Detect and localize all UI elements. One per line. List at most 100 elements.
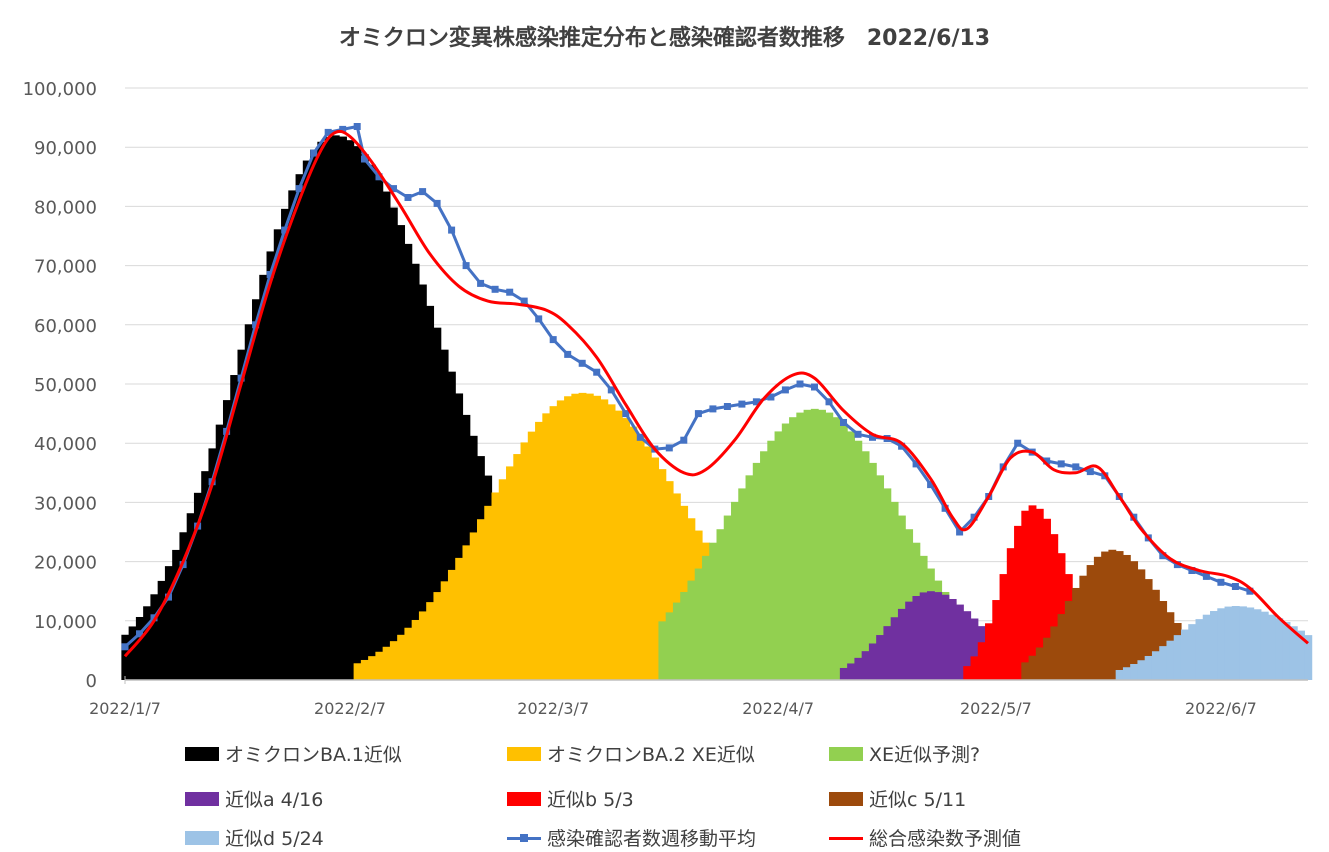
distribution-bar [687, 580, 696, 680]
distribution-bar [353, 663, 362, 680]
series-point [491, 285, 499, 293]
distribution-bar [926, 591, 935, 680]
distribution-bars [121, 135, 1313, 681]
y-tick-label: 70,000 [34, 257, 97, 278]
distribution-bar [1173, 635, 1182, 680]
series-point [535, 315, 543, 323]
series-point [361, 155, 368, 163]
distribution-bar [382, 191, 391, 681]
distribution-bar [433, 592, 442, 680]
series-point [912, 460, 920, 468]
distribution-bar [883, 488, 892, 680]
distribution-bar [288, 190, 297, 680]
tick-labels: 0 10,000 20,000 30,000 40,000 50,000 60,000 70,… [23, 79, 1257, 718]
series-point [433, 199, 441, 207]
x-tick-label: 2022/2/7 [314, 699, 386, 718]
distribution-bar [847, 431, 855, 680]
distribution-bar [963, 611, 972, 680]
distribution-bar [564, 396, 572, 680]
distribution-bar [317, 141, 326, 680]
distribution-bar [281, 208, 289, 681]
series-point [607, 386, 615, 394]
distribution-bar [360, 659, 369, 680]
distribution-bar [193, 492, 202, 680]
distribution-bar [506, 466, 514, 680]
distribution-bar [1050, 534, 1059, 680]
distribution-bar [956, 604, 964, 680]
distribution-bar [447, 569, 456, 680]
series-point [1246, 587, 1254, 595]
distribution-bar [810, 408, 819, 680]
distribution-bar [1180, 629, 1189, 680]
series-point [665, 444, 673, 452]
series-line [123, 129, 1309, 658]
series-point [811, 383, 818, 391]
distribution-bar [1239, 606, 1247, 680]
series-point [419, 188, 427, 196]
distribution-bar [527, 431, 536, 680]
series-point [310, 149, 318, 157]
series-point [840, 419, 847, 426]
distribution-bar [1217, 608, 1226, 680]
series-point [622, 410, 630, 418]
series-point [448, 226, 456, 234]
series-lines [121, 123, 1309, 658]
distribution-bar [1079, 575, 1088, 680]
distribution-bar [259, 274, 268, 680]
series-point [520, 297, 528, 305]
y-tick-label: 30,000 [34, 493, 97, 514]
y-tick-label: 90,000 [34, 138, 97, 159]
distribution-bar [658, 621, 667, 680]
distribution-bar [368, 656, 376, 680]
series-point [593, 368, 601, 376]
series-point [1217, 578, 1225, 586]
distribution-bar [861, 451, 870, 680]
distribution-bar [839, 667, 848, 680]
distribution-bar [520, 442, 529, 680]
distribution-bar [1043, 518, 1051, 680]
distribution-bar [1130, 561, 1139, 680]
distribution-6 [1115, 606, 1313, 680]
distribution-bar [1268, 614, 1276, 680]
distribution-bar [1072, 587, 1080, 680]
distribution-bar [208, 448, 217, 680]
distribution-bar [934, 592, 943, 680]
distribution-bar [818, 409, 826, 680]
distribution-bar [513, 454, 522, 680]
distribution-bar [665, 612, 674, 680]
distribution-bar [324, 136, 333, 681]
distribution-bar [796, 412, 805, 680]
distribution-bar [411, 619, 420, 680]
y-tick-label: 60,000 [34, 316, 97, 337]
distribution-bar [781, 423, 790, 680]
distribution-bar [1297, 630, 1305, 680]
series-point [927, 481, 935, 489]
distribution-bar [738, 488, 747, 680]
distribution-bar [665, 481, 674, 680]
distribution-bar [694, 568, 703, 680]
distribution-bar [1282, 622, 1291, 680]
distribution-bar [418, 284, 427, 680]
distribution-bar [970, 656, 979, 680]
distribution-bar [1028, 655, 1037, 680]
distribution-bar [1122, 554, 1131, 680]
distribution-bar [578, 392, 587, 680]
distribution-bar [397, 225, 406, 680]
distribution-bar [607, 404, 616, 680]
distribution-bar [128, 626, 137, 680]
distribution-bar [752, 462, 761, 680]
distribution-bar [767, 440, 776, 680]
distribution-bar [462, 545, 471, 680]
distribution-bar [418, 611, 427, 680]
y-tick-label: 10,000 [34, 612, 97, 633]
distribution-bar [970, 618, 979, 680]
distribution-bar [876, 635, 885, 680]
distribution-bar [868, 643, 877, 680]
distribution-bar [389, 641, 398, 680]
distribution-bar [890, 617, 899, 680]
distribution-bar [135, 616, 144, 680]
distribution-bar [339, 136, 347, 680]
y-tick-label: 0 [86, 671, 97, 692]
distribution-bar [455, 393, 464, 680]
distribution-bar [999, 574, 1008, 680]
